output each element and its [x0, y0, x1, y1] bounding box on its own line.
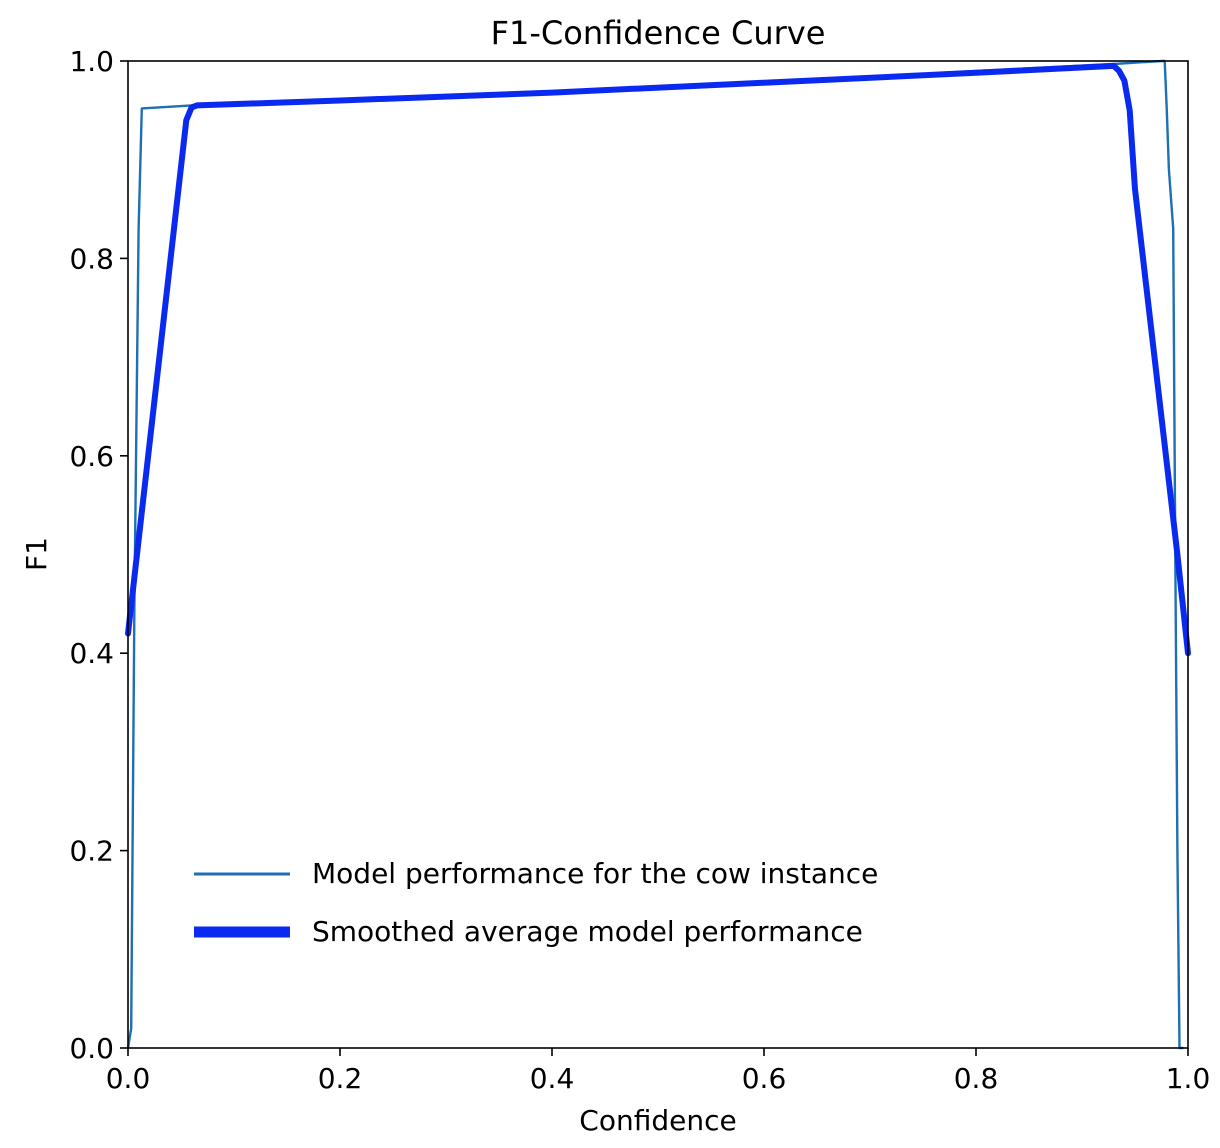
- plot-lines: [125, 59, 1191, 1050]
- series-line-2: [125, 62, 1191, 657]
- x-axis-ticks: 0.0 0.2 0.4 0.6 0.8 1.0: [106, 1048, 1211, 1095]
- y-tick-label: 0.2: [69, 835, 114, 868]
- chart-title: F1-Confidence Curve: [491, 14, 826, 52]
- legend-label: Model performance for the cow instance: [312, 857, 878, 890]
- y-tick-label: 0.0: [69, 1032, 114, 1065]
- y-tick-label: 0.8: [69, 242, 114, 275]
- legend-label: Smoothed average model performance: [312, 915, 863, 948]
- x-tick-label: 0.0: [106, 1062, 151, 1095]
- y-tick-label: 0.4: [69, 637, 114, 670]
- y-tick-label: 0.6: [69, 440, 114, 473]
- x-tick-label: 1.0: [1166, 1062, 1211, 1095]
- x-axis-label: Confidence: [579, 1104, 736, 1137]
- y-axis-label: F1: [20, 537, 53, 571]
- x-tick-label: 0.6: [742, 1062, 787, 1095]
- legend: Model performance for the cow instance Sm…: [194, 857, 878, 948]
- x-tick-label: 0.2: [318, 1062, 363, 1095]
- series-line-1: [126, 59, 1184, 1050]
- plot-frame: [127, 60, 1189, 1049]
- x-tick-label: 0.4: [530, 1062, 575, 1095]
- x-tick-label: 0.8: [954, 1062, 999, 1095]
- y-axis-ticks: 0.0 0.2 0.4 0.6 0.8 1.0: [69, 45, 128, 1065]
- y-tick-label: 1.0: [69, 45, 114, 78]
